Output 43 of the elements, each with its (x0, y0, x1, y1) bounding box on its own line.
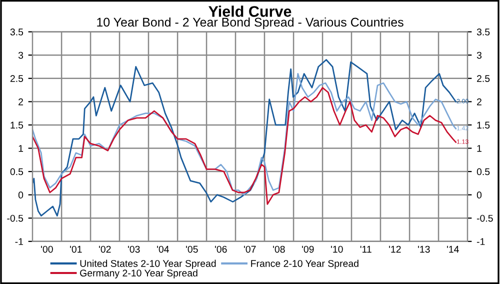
x-tick-label: '09 (302, 246, 314, 253)
x-tick-label: '12 (389, 246, 401, 253)
x-tick-label: '03 (128, 246, 140, 253)
x-tick-label: '00 (41, 246, 53, 253)
y2-tick-label: 1.5 (477, 122, 490, 129)
y-tick-label: 0.5 (10, 168, 24, 176)
x-tick-label: '02 (99, 246, 111, 253)
y2-tick-label: -1 (476, 238, 485, 245)
y-tick-label: 2 (18, 98, 23, 106)
x-tick-label: '06 (215, 246, 227, 253)
line-series (32, 59, 457, 216)
y-tick-label: 3.5 (10, 28, 24, 36)
legend-label: United States 2-10 Year Spread (80, 260, 216, 269)
legend-label: Germany 2-10 Year Spread (80, 269, 198, 278)
y2-tick-label: 2.5 (477, 75, 490, 82)
x-tick-label: '08 (273, 246, 285, 253)
chart-title: Yield Curve (208, 6, 292, 17)
line-series (32, 73, 457, 196)
y2-tick-label: 2 (477, 98, 482, 106)
x-tick-label: '11 (360, 246, 372, 253)
x-tick-label: '07 (244, 246, 256, 253)
x-tick-label: '14 (447, 246, 459, 253)
y2-tick-label: 0 (476, 192, 482, 198)
y-tick-label: 2.5 (10, 75, 24, 82)
y-tick-label: -0.5 (7, 214, 24, 222)
y-tick-label: -1 (15, 238, 23, 245)
y2-tick-label: 0.5 (476, 168, 490, 176)
chart-subtitle: 10 Year Bond - 2 Year Bond Spread - Various Countries (97, 17, 404, 30)
y-tick-label: 0 (18, 192, 24, 198)
y2-tick-label: 1 (477, 145, 482, 152)
x-tick-label: '05 (186, 246, 198, 253)
y-tick-label: 3 (18, 52, 24, 59)
y2-tick-label: 3 (476, 52, 482, 59)
y2-tick-label: 3.5 (476, 28, 490, 36)
x-tick-label: '13 (418, 246, 430, 253)
y2-tick-label: -0.5 (476, 214, 493, 222)
line-series (32, 87, 457, 205)
y-tick-label: 1 (18, 145, 23, 152)
y-tick-label: 1.5 (10, 122, 24, 129)
x-tick-label: '10 (331, 246, 343, 253)
legend-label: France 2-10 Year Spread (251, 260, 358, 269)
x-tick-label: '04 (157, 246, 169, 253)
x-tick-label: '01 (70, 246, 82, 253)
